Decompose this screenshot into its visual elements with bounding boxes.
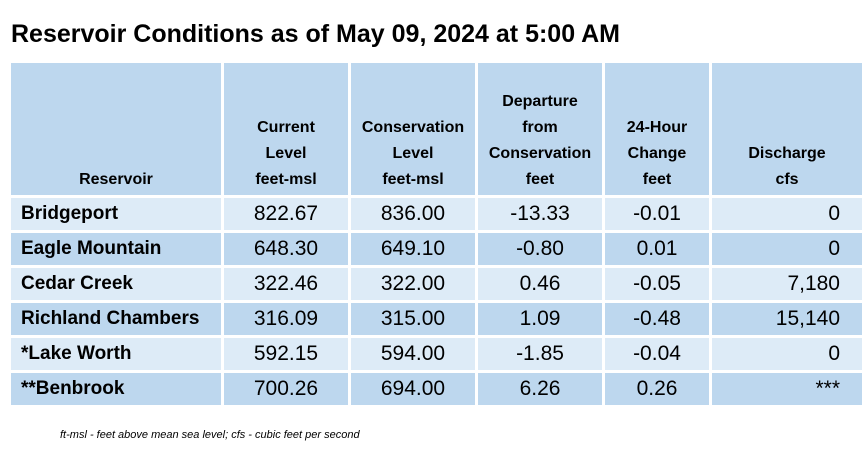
header-24-hour-change: 24-Hour Change feet [605,63,709,195]
cell-current-level: 316.09 [224,303,348,335]
cell-reservoir-name: Cedar Creek [11,268,221,300]
header-line: feet [642,171,672,188]
header-conservation-level: Conservation Level feet-msl [351,63,475,195]
cell-24-hour-change: 0.26 [605,373,709,405]
cell-reservoir-name: Bridgeport [11,198,221,230]
cell-departure: 1.09 [478,303,602,335]
cell-departure: -0.80 [478,233,602,265]
cell-24-hour-change: -0.05 [605,268,709,300]
header-line: feet [525,171,555,188]
header-line: Conservation [488,145,592,162]
header-line: cfs [775,171,799,188]
header-departure: Departure from Conservation feet [478,63,602,195]
cell-conservation-level: 322.00 [351,268,475,300]
header-line: Change [627,145,687,162]
header-discharge: Discharge cfs [712,63,862,195]
header-line: Reservoir [79,171,153,188]
cell-discharge: 0 [712,198,862,230]
cell-conservation-level: 649.10 [351,233,475,265]
header-line: Departure [502,93,578,110]
cell-24-hour-change: 0.01 [605,233,709,265]
header-line: Current [257,119,315,136]
table-row: Richland Chambers 316.09 315.00 1.09 -0.… [11,303,862,335]
cell-current-level: 700.26 [224,373,348,405]
cell-24-hour-change: -0.04 [605,338,709,370]
cell-discharge: *** [712,373,862,405]
footnote: ft-msl - feet above mean sea level; cfs … [60,429,360,441]
cell-reservoir-name: Eagle Mountain [11,233,221,265]
cell-departure: -13.33 [478,198,602,230]
cell-24-hour-change: -0.48 [605,303,709,335]
cell-reservoir-name: *Lake Worth [11,338,221,370]
cell-current-level: 592.15 [224,338,348,370]
cell-departure: 6.26 [478,373,602,405]
table-row: Bridgeport 822.67 836.00 -13.33 -0.01 0 [11,198,862,230]
header-line: Level [392,145,434,162]
header-row: Reservoir Current Level feet-msl Conserv… [11,63,862,195]
header-line: feet-msl [382,171,444,188]
table-row: **Benbrook 700.26 694.00 6.26 0.26 *** [11,373,862,405]
header-line: 24-Hour [626,119,688,136]
header-line: Discharge [748,145,826,162]
cell-reservoir-name: **Benbrook [11,373,221,405]
cell-current-level: 822.67 [224,198,348,230]
cell-conservation-level: 836.00 [351,198,475,230]
reservoir-table: Reservoir Current Level feet-msl Conserv… [8,60,865,408]
cell-current-level: 322.46 [224,268,348,300]
page-title: Reservoir Conditions as of May 09, 2024 … [11,20,621,48]
table-row: *Lake Worth 592.15 594.00 -1.85 -0.04 0 [11,338,862,370]
cell-departure: 0.46 [478,268,602,300]
cell-conservation-level: 694.00 [351,373,475,405]
cell-current-level: 648.30 [224,233,348,265]
cell-discharge: 0 [712,338,862,370]
header-line: feet-msl [255,171,317,188]
header-current-level: Current Level feet-msl [224,63,348,195]
cell-departure: -1.85 [478,338,602,370]
cell-discharge: 0 [712,233,862,265]
header-line: Level [265,145,307,162]
cell-discharge: 15,140 [712,303,862,335]
header-line: Conservation [361,119,465,136]
cell-conservation-level: 594.00 [351,338,475,370]
header-line: from [522,119,558,136]
cell-24-hour-change: -0.01 [605,198,709,230]
cell-conservation-level: 315.00 [351,303,475,335]
cell-reservoir-name: Richland Chambers [11,303,221,335]
header-reservoir: Reservoir [11,63,221,195]
table-row: Cedar Creek 322.46 322.00 0.46 -0.05 7,1… [11,268,862,300]
table-row: Eagle Mountain 648.30 649.10 -0.80 0.01 … [11,233,862,265]
cell-discharge: 7,180 [712,268,862,300]
